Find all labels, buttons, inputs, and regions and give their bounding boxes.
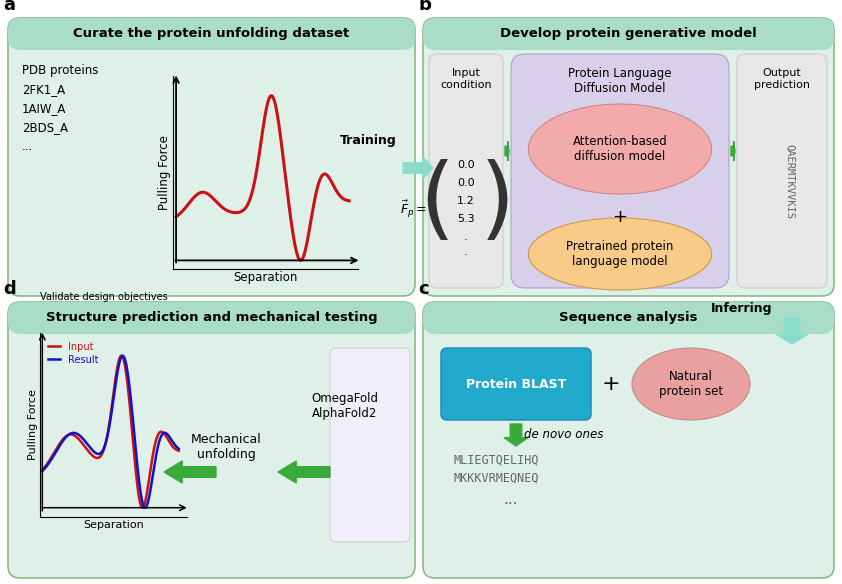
Result xyxy=(150,460,160,467)
Text: Attention-based
diffusion model: Attention-based diffusion model xyxy=(573,135,668,163)
FancyBboxPatch shape xyxy=(423,18,834,296)
Text: .: . xyxy=(464,232,468,242)
Text: Input
condition: Input condition xyxy=(440,68,492,89)
X-axis label: Separation: Separation xyxy=(233,272,297,284)
Text: de novo ones: de novo ones xyxy=(525,429,604,442)
Text: Natural
protein set: Natural protein set xyxy=(659,370,723,398)
Text: Sequence analysis: Sequence analysis xyxy=(559,311,698,325)
Text: ·: · xyxy=(464,250,468,260)
FancyBboxPatch shape xyxy=(8,18,415,296)
Legend: Input, Result: Input, Result xyxy=(45,338,102,369)
Text: 1AIW_A: 1AIW_A xyxy=(22,102,67,115)
Polygon shape xyxy=(504,424,528,446)
Ellipse shape xyxy=(632,348,750,420)
Ellipse shape xyxy=(529,104,711,194)
Text: ): ) xyxy=(479,159,514,247)
Text: Structure prediction and mechanical testing: Structure prediction and mechanical test… xyxy=(45,311,377,325)
Input xyxy=(111,371,121,378)
FancyBboxPatch shape xyxy=(423,302,834,578)
X-axis label: Separation: Separation xyxy=(83,520,144,530)
Input xyxy=(150,442,160,449)
Polygon shape xyxy=(505,141,509,161)
Text: ...: ... xyxy=(503,492,518,507)
FancyBboxPatch shape xyxy=(423,302,834,334)
Result xyxy=(111,377,121,384)
Text: MLIEGTQELIHQ: MLIEGTQELIHQ xyxy=(453,454,539,467)
Text: ...: ... xyxy=(22,140,33,153)
Text: 0.0: 0.0 xyxy=(457,160,475,170)
Text: Pretrained protein
language model: Pretrained protein language model xyxy=(567,240,674,268)
Ellipse shape xyxy=(529,218,711,290)
Line: Result: Result xyxy=(42,356,179,507)
Text: d: d xyxy=(3,280,16,298)
Text: a: a xyxy=(3,0,15,14)
FancyBboxPatch shape xyxy=(8,18,415,50)
Text: Inferring: Inferring xyxy=(711,302,772,315)
Result xyxy=(173,445,184,452)
Text: MKKKVRMEQNEQ: MKKKVRMEQNEQ xyxy=(453,472,539,485)
Result xyxy=(102,434,112,441)
FancyBboxPatch shape xyxy=(423,18,834,50)
FancyBboxPatch shape xyxy=(429,54,503,288)
Result xyxy=(119,353,129,360)
FancyBboxPatch shape xyxy=(330,348,410,542)
Text: Curate the protein unfolding dataset: Curate the protein unfolding dataset xyxy=(73,27,349,40)
Input xyxy=(137,504,147,511)
Polygon shape xyxy=(164,461,216,483)
FancyBboxPatch shape xyxy=(737,54,827,288)
Polygon shape xyxy=(403,157,433,179)
Polygon shape xyxy=(776,318,808,344)
Text: 2BDS_A: 2BDS_A xyxy=(22,121,68,134)
Text: Protein Language
Diffusion Model: Protein Language Diffusion Model xyxy=(568,67,672,95)
Input xyxy=(37,467,47,474)
Text: Protein BLAST: Protein BLAST xyxy=(466,377,566,391)
Text: (: ( xyxy=(419,159,455,247)
Text: 1.2: 1.2 xyxy=(457,196,475,206)
Text: Output
prediction: Output prediction xyxy=(754,68,810,89)
Polygon shape xyxy=(278,461,330,483)
Text: b: b xyxy=(418,0,431,14)
Text: 5.3: 5.3 xyxy=(457,214,475,224)
Line: Input: Input xyxy=(42,356,179,507)
Result xyxy=(37,468,47,475)
Text: PDB proteins: PDB proteins xyxy=(22,64,99,77)
Result xyxy=(103,430,113,437)
Input xyxy=(102,433,112,440)
Text: Develop protein generative model: Develop protein generative model xyxy=(500,27,757,40)
Text: Validate design objectives: Validate design objectives xyxy=(40,293,168,303)
FancyBboxPatch shape xyxy=(8,302,415,578)
FancyBboxPatch shape xyxy=(441,348,591,420)
Text: +: + xyxy=(602,374,621,394)
Polygon shape xyxy=(731,141,735,161)
Text: 2FK1_A: 2FK1_A xyxy=(22,83,65,96)
Input xyxy=(173,447,184,454)
Y-axis label: Pulling Force: Pulling Force xyxy=(28,390,38,460)
Result xyxy=(171,443,181,450)
Input xyxy=(116,352,126,359)
Text: +: + xyxy=(612,208,627,226)
Result xyxy=(140,504,150,511)
FancyBboxPatch shape xyxy=(8,302,415,334)
Input xyxy=(119,357,129,364)
Text: Training: Training xyxy=(340,134,397,147)
Text: QAERMTKVVKIS: QAERMTKVVKIS xyxy=(785,144,795,218)
Input xyxy=(171,446,181,453)
Text: $\vec{F}_p=$: $\vec{F}_p=$ xyxy=(400,199,427,220)
Result xyxy=(118,352,128,359)
Text: c: c xyxy=(418,280,429,298)
Text: OmegaFold
AlphaFold2: OmegaFold AlphaFold2 xyxy=(312,392,379,420)
Text: Mechanical
unfolding: Mechanical unfolding xyxy=(190,433,261,461)
Input xyxy=(103,429,113,436)
FancyBboxPatch shape xyxy=(511,54,729,288)
Y-axis label: Pulling Force: Pulling Force xyxy=(158,135,171,210)
Text: 0.0: 0.0 xyxy=(457,178,475,188)
